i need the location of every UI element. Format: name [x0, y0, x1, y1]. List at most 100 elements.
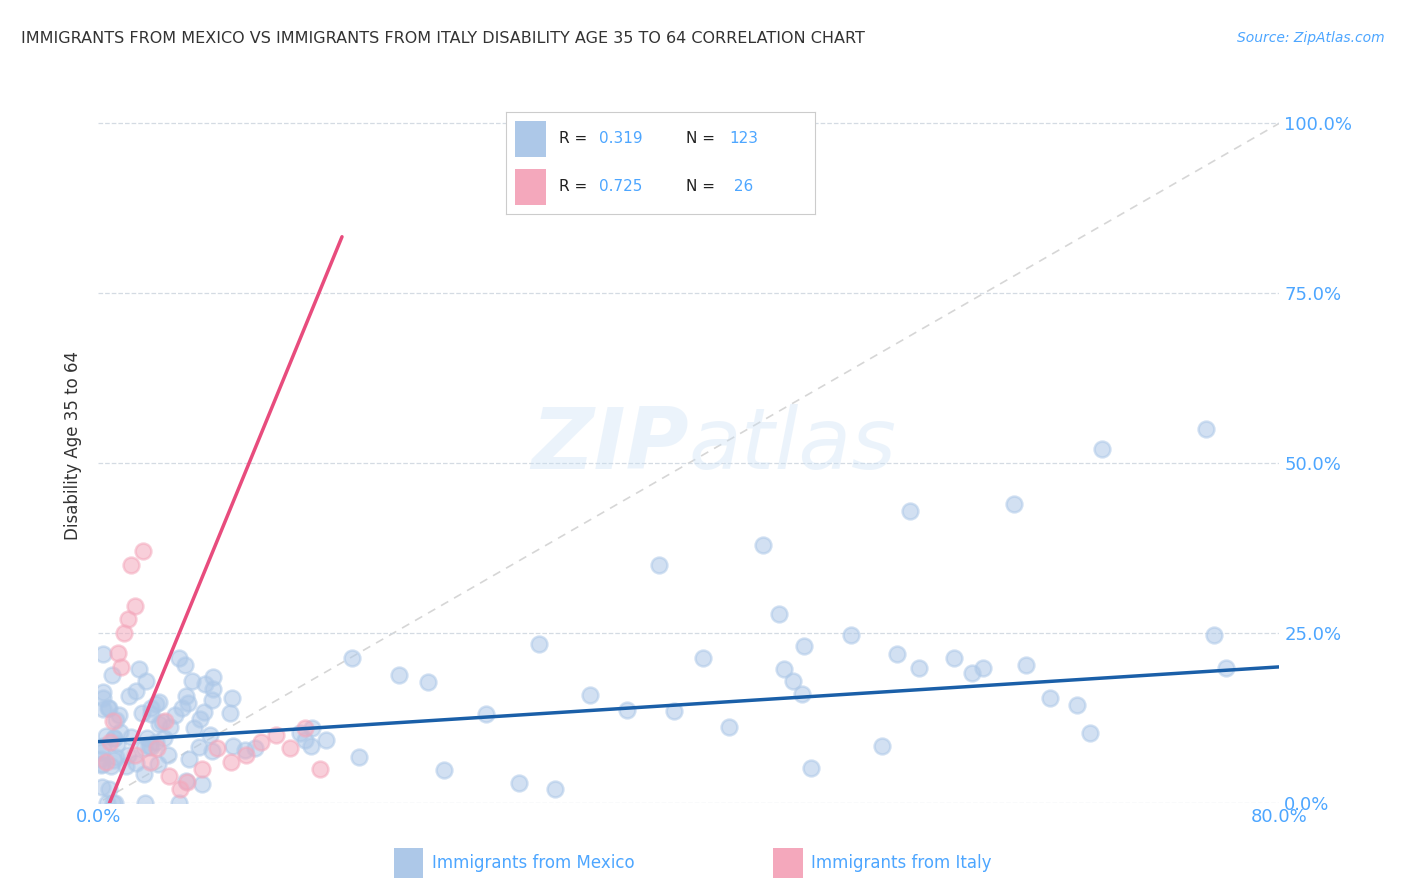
Point	[97, 782, 120, 797]
Point	[294, 721, 316, 735]
Point	[179, 752, 201, 766]
Point	[475, 706, 498, 721]
Text: atlas: atlas	[689, 404, 897, 488]
Point	[120, 558, 142, 572]
Point	[218, 706, 240, 720]
Point	[167, 796, 190, 810]
Point	[101, 796, 124, 810]
Text: R =: R =	[558, 179, 592, 194]
Point	[183, 721, 205, 735]
Point	[773, 662, 796, 676]
Text: IMMIGRANTS FROM MEXICO VS IMMIGRANTS FROM ITALY DISABILITY AGE 35 TO 64 CORRELAT: IMMIGRANTS FROM MEXICO VS IMMIGRANTS FRO…	[21, 31, 865, 46]
Point	[103, 714, 125, 729]
Point	[243, 741, 266, 756]
Point	[193, 705, 215, 719]
Point	[174, 657, 197, 672]
Point	[150, 715, 173, 730]
Point	[134, 796, 156, 810]
Point	[98, 701, 121, 715]
Point	[299, 739, 322, 753]
Point	[718, 719, 741, 733]
Point	[190, 712, 212, 726]
Point	[145, 735, 167, 749]
Point	[148, 695, 170, 709]
Point	[908, 661, 931, 675]
Point	[1091, 442, 1114, 457]
Point	[101, 667, 124, 681]
Point	[544, 781, 567, 796]
Point	[91, 739, 114, 753]
Point	[205, 741, 228, 756]
Point	[839, 628, 862, 642]
Point	[90, 752, 112, 766]
FancyBboxPatch shape	[516, 169, 547, 205]
Point	[942, 651, 965, 665]
Point	[124, 599, 146, 613]
Point	[900, 503, 922, 517]
Point	[104, 796, 127, 810]
FancyBboxPatch shape	[516, 120, 547, 157]
Point	[174, 690, 197, 704]
Point	[662, 704, 685, 718]
Text: Immigrants from Italy: Immigrants from Italy	[811, 854, 991, 872]
Point	[91, 702, 114, 716]
Point	[167, 650, 190, 665]
Text: R =: R =	[558, 131, 592, 146]
Point	[235, 748, 257, 763]
Point	[1015, 657, 1038, 672]
Point	[180, 674, 202, 689]
Point	[136, 731, 159, 745]
Point	[139, 707, 162, 722]
Point	[105, 738, 128, 752]
Point	[170, 700, 193, 714]
Point	[616, 703, 638, 717]
Point	[90, 745, 112, 759]
Point	[118, 690, 141, 704]
Point	[201, 743, 224, 757]
Point	[1215, 661, 1237, 675]
Point	[90, 758, 112, 772]
Point	[1039, 690, 1062, 705]
Point	[94, 755, 117, 769]
Point	[202, 670, 225, 684]
Point	[1066, 698, 1088, 713]
Point	[117, 612, 139, 626]
Point	[156, 748, 179, 763]
Point	[315, 733, 337, 747]
Point	[290, 726, 312, 740]
Point	[153, 714, 176, 729]
Point	[233, 743, 256, 757]
Point	[98, 734, 121, 748]
Text: ZIP: ZIP	[531, 404, 689, 488]
Point	[579, 689, 602, 703]
Point	[91, 647, 114, 661]
Point	[103, 731, 125, 746]
Point	[264, 728, 287, 742]
Point	[1078, 726, 1101, 740]
Point	[103, 731, 125, 745]
Point	[125, 684, 148, 698]
Point	[191, 762, 214, 776]
Point	[752, 537, 775, 551]
Point	[108, 708, 131, 723]
Point	[190, 777, 212, 791]
Y-axis label: Disability Age 35 to 64: Disability Age 35 to 64	[65, 351, 83, 541]
Point	[280, 741, 302, 756]
Point	[145, 697, 167, 711]
Point	[138, 739, 160, 753]
Point	[112, 626, 135, 640]
Point	[793, 639, 815, 653]
Point	[96, 796, 118, 810]
Point	[120, 731, 142, 745]
Point	[872, 739, 894, 753]
Point	[886, 648, 908, 662]
Point	[107, 646, 129, 660]
FancyBboxPatch shape	[394, 848, 423, 878]
Point	[94, 730, 117, 744]
Point	[201, 692, 224, 706]
Point	[110, 660, 132, 674]
Point	[134, 740, 156, 755]
Point	[222, 739, 245, 754]
Point	[117, 747, 139, 762]
Point	[1195, 422, 1218, 436]
